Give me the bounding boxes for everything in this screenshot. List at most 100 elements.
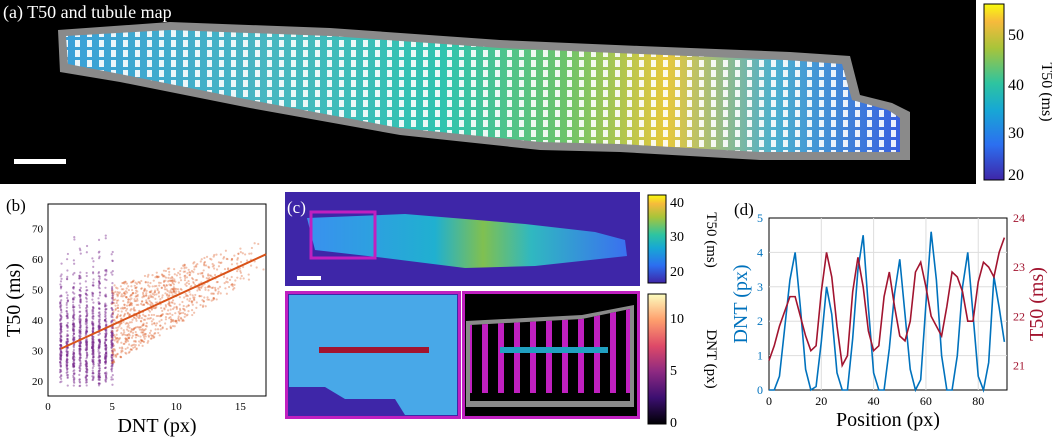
scatter-point <box>91 346 94 349</box>
scatter-point <box>208 274 211 277</box>
scatter-point <box>114 298 117 301</box>
scatter-point <box>111 356 114 360</box>
scatter-point <box>86 370 89 374</box>
scatter-point <box>104 378 107 381</box>
scatter-point <box>92 356 95 359</box>
scatter-point <box>111 296 114 300</box>
x-tick-label: 15 <box>235 401 247 413</box>
scatter-point <box>71 327 75 330</box>
x-tick-label: 80 <box>972 394 984 408</box>
scatter-point <box>78 293 81 297</box>
scatter-point <box>176 288 180 291</box>
scatter-point <box>152 336 155 339</box>
scatter-point <box>253 260 256 263</box>
scatter-point <box>66 384 69 387</box>
panel-c-zoom-t50 <box>285 291 461 419</box>
scatter-point <box>130 285 133 288</box>
scatter-point <box>177 318 180 321</box>
scatter-point <box>111 292 114 295</box>
scatter-point <box>157 281 161 284</box>
scatter-point <box>66 299 69 302</box>
scatter-point <box>72 316 75 320</box>
scatter-point <box>91 346 94 349</box>
scatter-point <box>78 353 81 356</box>
scatter-point <box>131 280 135 283</box>
scatter-point <box>171 281 174 285</box>
scatter-point <box>104 286 107 289</box>
scatter-point <box>104 338 107 341</box>
scatter-point <box>59 353 62 356</box>
scatter-point <box>72 354 75 358</box>
scatter-point <box>113 284 116 287</box>
scatter-point <box>192 262 195 265</box>
scatter-point <box>72 384 75 387</box>
scatter-point <box>217 261 221 264</box>
scatter-point <box>171 301 174 304</box>
scatter-point <box>202 269 205 272</box>
scatter-point <box>203 264 206 267</box>
scatter-point <box>92 324 95 327</box>
scatter-point <box>111 289 114 292</box>
scatter-point <box>60 335 63 338</box>
scatter-point <box>111 332 114 335</box>
scatter-point <box>111 353 114 356</box>
scatter-point <box>71 306 75 309</box>
scatter-point <box>183 263 186 266</box>
scatter-point <box>72 357 75 360</box>
scatter-point <box>79 347 82 351</box>
scatter-point <box>113 349 116 352</box>
scatter-point <box>78 343 81 346</box>
scatter-point <box>239 251 242 254</box>
scatter-point <box>78 294 81 297</box>
scatter-point <box>98 255 101 258</box>
scatter-point <box>59 343 63 347</box>
scatter-point <box>111 301 114 305</box>
scatter-point <box>141 291 145 294</box>
scatter-point <box>72 352 75 355</box>
scatter-point <box>111 359 114 362</box>
scatter-point <box>92 350 95 353</box>
scatter-point <box>85 300 88 303</box>
scatter-point <box>66 333 69 336</box>
scatter-point <box>138 314 141 317</box>
scatter-point <box>78 347 82 350</box>
scatter-point <box>237 252 240 255</box>
scatter-point <box>146 281 150 284</box>
scatter-point <box>122 281 125 285</box>
y-left-axis-label: DNT (px) <box>730 264 752 343</box>
scatter-point <box>138 328 142 331</box>
scatter-point <box>179 309 182 312</box>
scatter-point <box>59 381 62 384</box>
scatter-point <box>125 328 129 331</box>
scatter-point <box>138 281 141 284</box>
scatter-point <box>59 348 62 351</box>
y-tick-label: 40 <box>32 315 44 327</box>
scatter-point <box>59 343 62 347</box>
scatter-point <box>92 355 95 359</box>
scatter-point <box>178 303 181 306</box>
scatter-point <box>84 347 88 350</box>
scatter-point <box>208 285 211 288</box>
scatter-point <box>161 296 164 299</box>
scatter-point <box>110 307 113 310</box>
scatter-point <box>79 249 82 252</box>
scatter-point <box>85 304 88 307</box>
scatter-point <box>79 300 82 303</box>
scatter-point <box>66 354 69 357</box>
scatter-point <box>128 326 131 329</box>
scatter-point <box>144 335 147 338</box>
scatter-point <box>131 318 134 321</box>
scatter-point <box>133 316 136 319</box>
scatter-point <box>105 371 108 374</box>
scatter-point <box>59 306 62 310</box>
scatter-point <box>60 311 63 314</box>
scatter-point <box>113 339 116 342</box>
scatter-point <box>128 304 131 307</box>
scatter-point <box>141 303 144 306</box>
scatter-point <box>110 365 113 368</box>
scatter-point <box>59 340 63 344</box>
scatter-point <box>166 293 169 296</box>
scatter-point <box>59 323 62 326</box>
scatter-point <box>71 362 75 366</box>
scatter-point <box>134 286 138 290</box>
